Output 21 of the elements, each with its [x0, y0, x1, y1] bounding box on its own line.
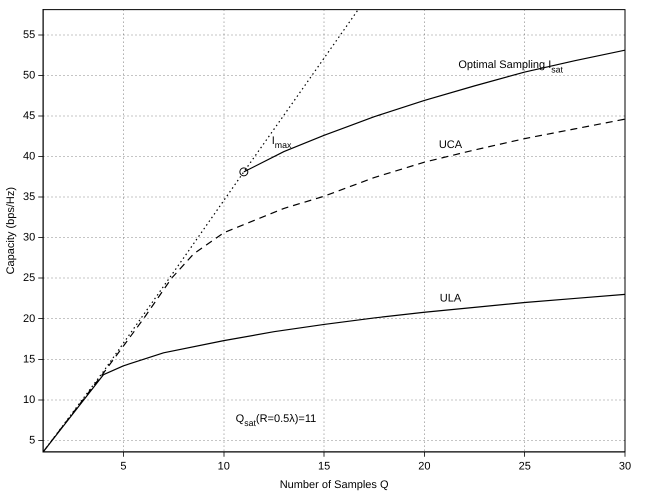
y-tick-label: 15 — [22, 353, 36, 366]
y-tick-label: 40 — [22, 150, 36, 162]
x-tick-label: 5 — [120, 460, 127, 472]
x-tick-label: 20 — [418, 460, 431, 472]
x-tick-label: 10 — [218, 460, 230, 472]
y-tick-label: 55 — [22, 28, 36, 41]
y-tick-label: 10 — [22, 394, 36, 406]
x-tick-label: 25 — [518, 460, 531, 472]
y-tick-label: 50 — [22, 69, 36, 82]
y-tick-label: 25 — [22, 272, 36, 284]
y-tick-label: 35 — [22, 191, 36, 204]
series-label: UCA — [438, 138, 463, 151]
y-tick-label: 20 — [22, 312, 36, 325]
x-axis-title: Number of Samples Q — [280, 479, 389, 491]
x-tick-label: 15 — [318, 460, 330, 472]
y-axis-title: Capacity (bps/Hz) — [5, 186, 17, 274]
y-tick-label: 45 — [22, 110, 36, 122]
series-label: ULA — [440, 292, 462, 305]
x-tick-label: 30 — [618, 460, 632, 472]
y-tick-label: 30 — [22, 232, 36, 244]
y-tick-label: 5 — [29, 434, 36, 446]
